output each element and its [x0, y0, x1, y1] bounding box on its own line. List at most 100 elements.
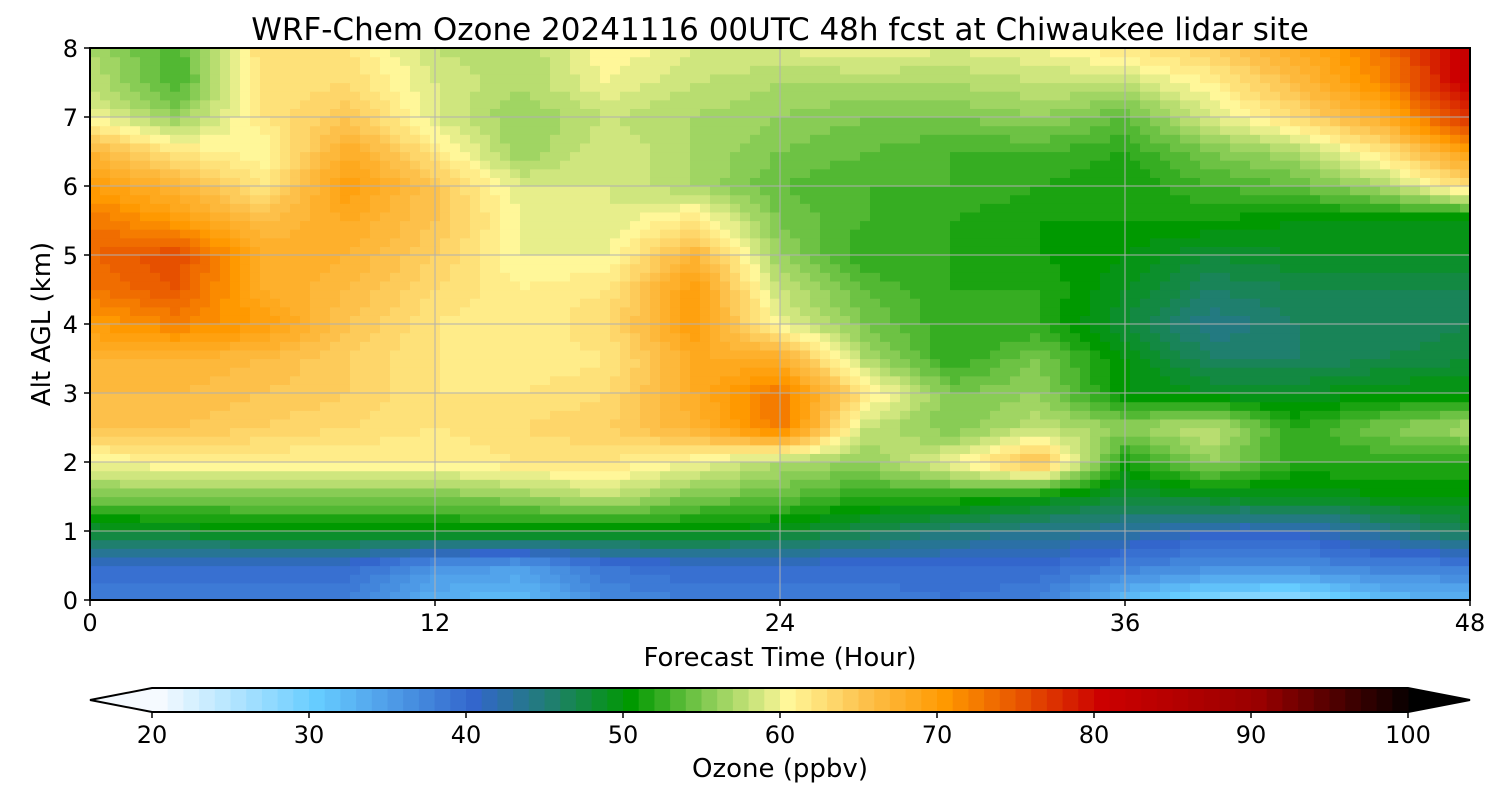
- heatmap-cell: [480, 306, 491, 316]
- heatmap-cell: [660, 513, 671, 523]
- heatmap-cell: [800, 56, 811, 66]
- heatmap-cell: [300, 513, 311, 523]
- heatmap-cell: [620, 315, 631, 325]
- heatmap-cell: [660, 531, 671, 541]
- heatmap-cell: [570, 160, 581, 170]
- heatmap-cell: [540, 539, 551, 549]
- heatmap-cell: [470, 487, 481, 498]
- heatmap-cell: [320, 263, 331, 273]
- heatmap-cell: [750, 203, 761, 213]
- heatmap-cell: [470, 539, 481, 549]
- heatmap-cell: [400, 289, 411, 299]
- heatmap-cell: [730, 82, 741, 92]
- heatmap-cell: [510, 487, 521, 498]
- heatmap-cell: [150, 453, 161, 463]
- heatmap-cell: [630, 522, 641, 532]
- heatmap-cell: [230, 582, 241, 592]
- heatmap-cell: [830, 513, 841, 523]
- heatmap-cell: [340, 393, 351, 403]
- heatmap-cell: [480, 91, 491, 101]
- heatmap-cell: [290, 151, 301, 161]
- heatmap-cell: [840, 99, 851, 109]
- heatmap-cell: [420, 117, 431, 127]
- heatmap-cell: [360, 298, 371, 308]
- heatmap-cell: [820, 142, 831, 153]
- heatmap-cell: [630, 444, 641, 454]
- heatmap-cell: [340, 358, 351, 368]
- heatmap-cell: [560, 229, 571, 239]
- heatmap-cell: [540, 332, 551, 342]
- heatmap-cell: [280, 168, 291, 178]
- heatmap-cell: [180, 237, 191, 247]
- heatmap-cell: [740, 384, 751, 394]
- heatmap-cell: [310, 393, 321, 403]
- heatmap-cell: [180, 358, 191, 368]
- heatmap-cell: [380, 65, 391, 75]
- heatmap-cell: [820, 436, 831, 446]
- heatmap-cell: [150, 505, 161, 515]
- heatmap-cell: [650, 548, 661, 558]
- heatmap-cell: [350, 142, 361, 153]
- heatmap-cell: [690, 134, 701, 144]
- heatmap-cell: [510, 453, 521, 463]
- heatmap-cell: [240, 522, 251, 532]
- heatmap-cell: [520, 324, 531, 334]
- heatmap-cell: [730, 341, 741, 351]
- heatmap-cell: [650, 298, 661, 308]
- heatmap-cell: [810, 211, 821, 222]
- heatmap-cell: [390, 358, 401, 368]
- heatmap-cell: [340, 229, 351, 239]
- heatmap-cell: [850, 470, 861, 480]
- heatmap-cell: [450, 513, 461, 523]
- heatmap-cell: [600, 272, 611, 282]
- heatmap-cell: [840, 341, 851, 351]
- heatmap-cell: [110, 211, 121, 222]
- heatmap-cell: [580, 65, 591, 75]
- heatmap-cell: [150, 142, 161, 153]
- heatmap-cell: [100, 289, 111, 299]
- heatmap-cell: [580, 522, 591, 532]
- heatmap-cell: [750, 418, 761, 429]
- heatmap-cell: [840, 229, 851, 239]
- heatmap-cell: [670, 531, 681, 541]
- heatmap-cell: [550, 134, 561, 144]
- heatmap-cell: [120, 56, 131, 66]
- heatmap-cell: [660, 82, 671, 92]
- heatmap-cell: [370, 91, 381, 101]
- heatmap-cell: [500, 91, 511, 101]
- heatmap-cell: [640, 479, 651, 489]
- heatmap-cell: [750, 237, 761, 247]
- heatmap-cell: [600, 556, 611, 567]
- heatmap-cell: [440, 272, 451, 282]
- heatmap-cell: [340, 548, 351, 558]
- heatmap-cell: [860, 168, 871, 178]
- heatmap-cell: [320, 272, 331, 282]
- heatmap-cell: [760, 56, 771, 66]
- heatmap-cell: [190, 272, 201, 282]
- heatmap-cell: [170, 574, 181, 584]
- heatmap-cell: [410, 220, 421, 230]
- heatmap-cell: [690, 56, 701, 66]
- heatmap-cell: [490, 539, 501, 549]
- heatmap-cell: [580, 375, 591, 385]
- heatmap-cell: [190, 462, 201, 472]
- heatmap-cell: [820, 151, 831, 161]
- heatmap-cell: [270, 186, 281, 196]
- heatmap-cell: [300, 211, 311, 222]
- heatmap-cell: [650, 168, 661, 178]
- heatmap-cell: [570, 298, 581, 308]
- heatmap-cell: [530, 56, 541, 66]
- heatmap-cell: [710, 229, 721, 239]
- heatmap-cell: [240, 487, 251, 498]
- heatmap-cell: [500, 48, 511, 58]
- heatmap-cell: [540, 289, 551, 299]
- heatmap-cell: [620, 263, 631, 273]
- heatmap-cell: [860, 574, 871, 584]
- heatmap-cell: [720, 462, 731, 472]
- heatmap-cell: [660, 332, 671, 342]
- heatmap-cell: [440, 237, 451, 247]
- heatmap-cell: [400, 255, 411, 265]
- heatmap-cell: [600, 582, 611, 592]
- heatmap-cell: [150, 220, 161, 230]
- heatmap-cell: [630, 375, 641, 385]
